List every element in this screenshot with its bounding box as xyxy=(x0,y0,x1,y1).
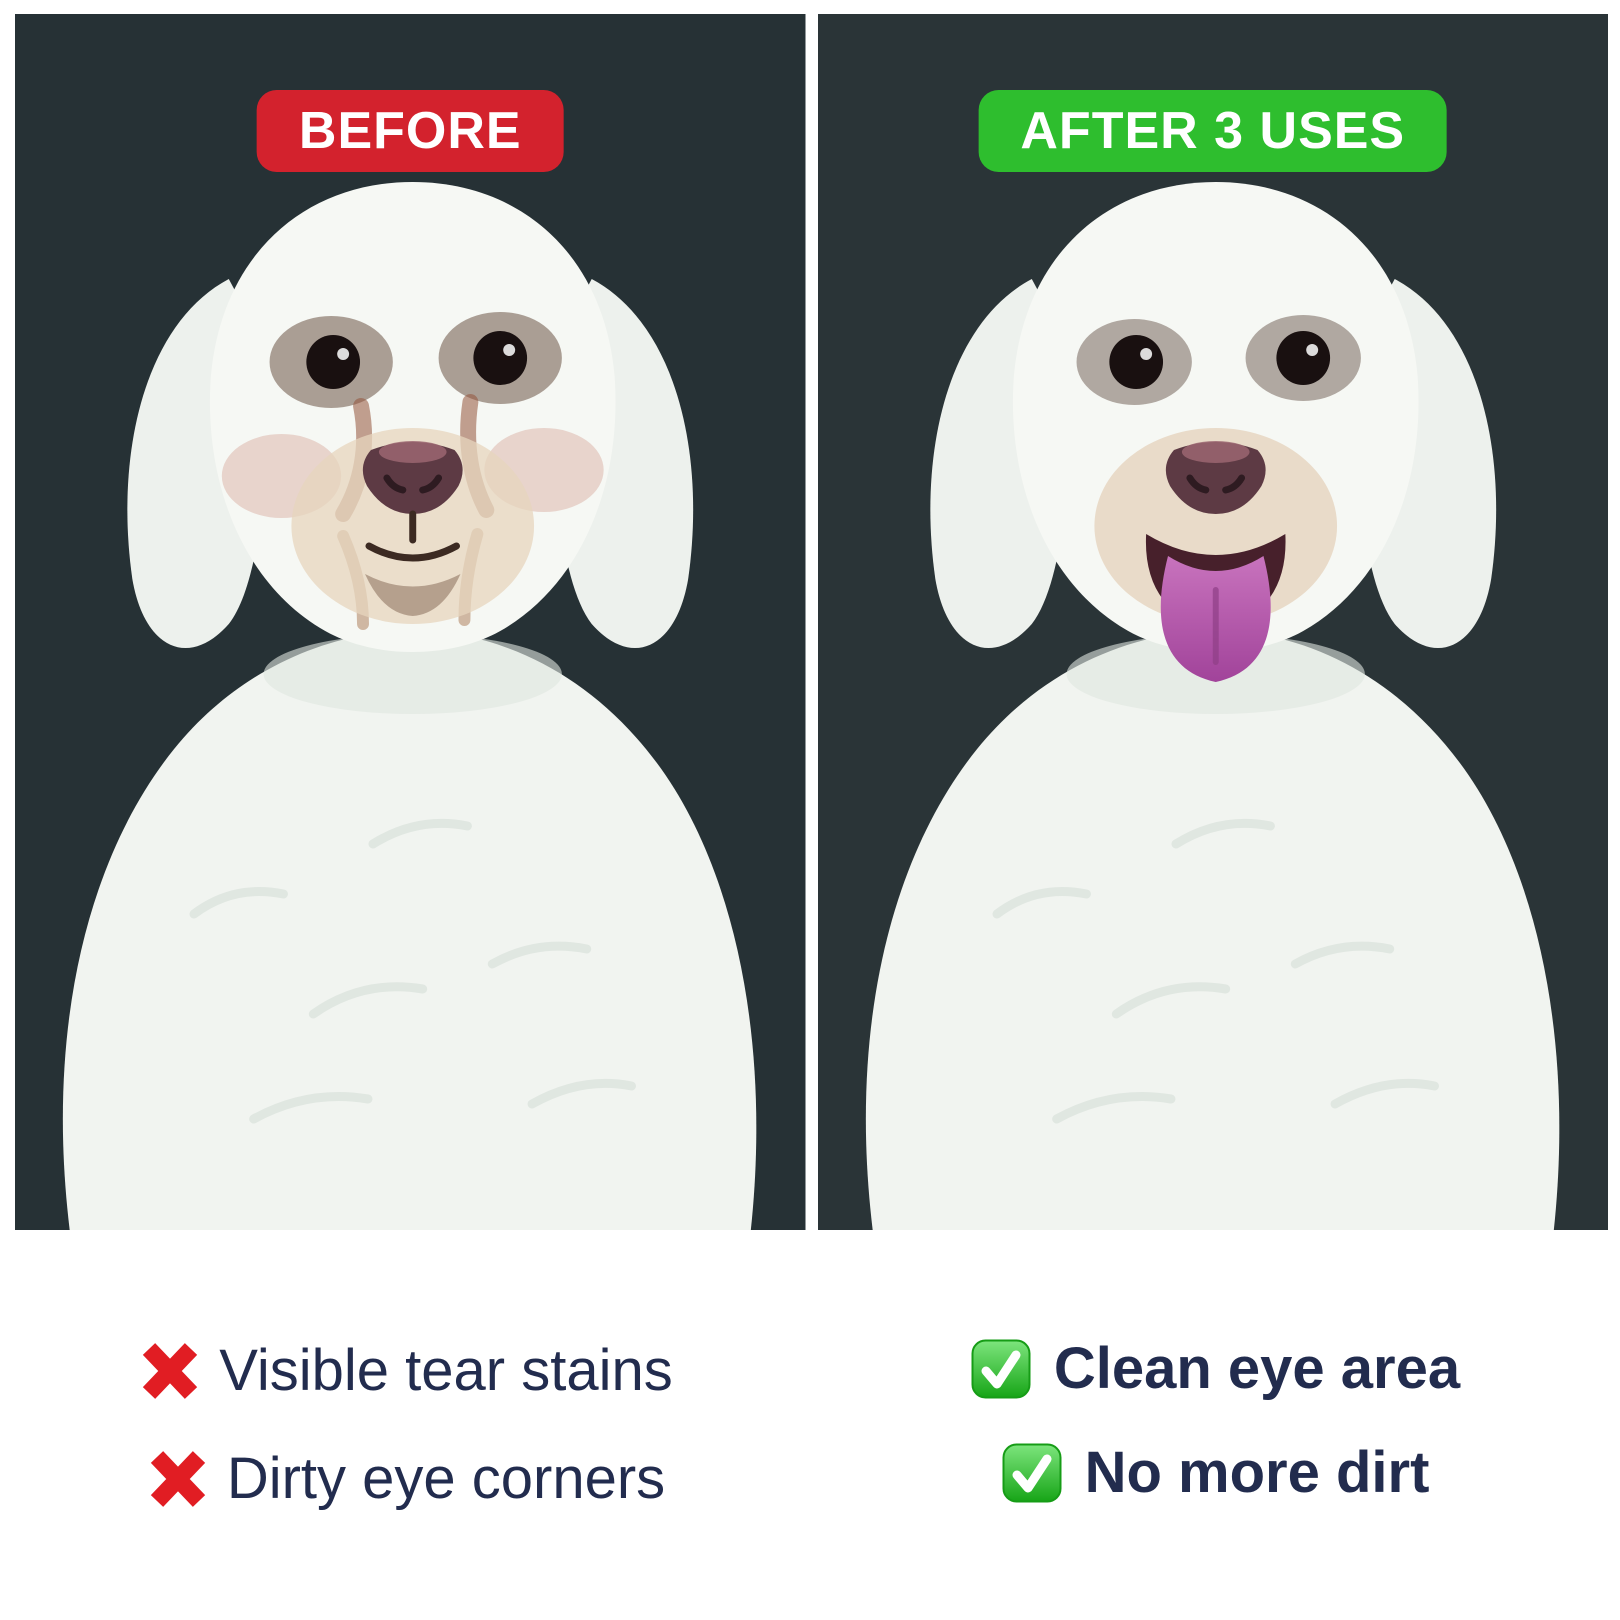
before-photo-panel: BEFORE xyxy=(15,14,806,1230)
legend-item-label: No more dirt xyxy=(1084,1440,1430,1505)
legend-item-label: Clean eye area xyxy=(1053,1336,1461,1401)
legend-item-label: Dirty eye corners xyxy=(226,1446,666,1511)
legend-item: Clean eye area xyxy=(970,1338,1460,1400)
legend-item: Visible tear stains xyxy=(137,1338,673,1404)
legend-item-label: Visible tear stains xyxy=(219,1338,673,1403)
legend-item: Dirty eye corners xyxy=(145,1446,665,1512)
legend: Visible tear stains Dirty eye corners Cl… xyxy=(0,1230,1620,1512)
after-legend-column: Clean eye area No more dirt xyxy=(810,1338,1620,1512)
cross-icon xyxy=(150,1451,205,1507)
check-icon xyxy=(1002,1443,1062,1503)
cross-icon xyxy=(143,1343,198,1399)
before-after-photos: BEFORE xyxy=(15,14,1608,1230)
check-icon xyxy=(971,1339,1031,1399)
after-photo-panel: AFTER 3 USES xyxy=(817,14,1608,1230)
after-badge: AFTER 3 USES xyxy=(978,90,1448,172)
before-badge: BEFORE xyxy=(256,90,564,172)
before-legend-column: Visible tear stains Dirty eye corners xyxy=(0,1338,810,1512)
after-dog-photo xyxy=(817,14,1608,1230)
legend-item: No more dirt xyxy=(1001,1440,1430,1505)
before-dog-photo xyxy=(15,14,806,1230)
